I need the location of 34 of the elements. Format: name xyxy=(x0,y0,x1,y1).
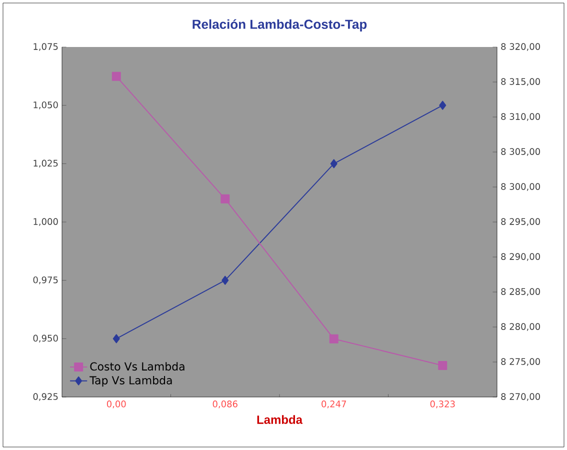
y-tick-label: 0,950 xyxy=(33,334,58,343)
point xyxy=(112,72,121,81)
x-tick-label: 0,086 xyxy=(212,400,238,408)
y2-tick-label: 8 280,00 xyxy=(501,323,540,331)
point xyxy=(438,361,448,370)
y2-tick-label: 8 295,00 xyxy=(501,218,540,226)
y-tick-label: 1,075 xyxy=(34,43,58,51)
y2-tick-label: 8 315,00 xyxy=(501,78,540,86)
y2-tick-label: 8 275,00 xyxy=(501,358,540,366)
y-tick-label: 1,000 xyxy=(34,218,58,226)
x-tick-label: 0,323 xyxy=(430,400,455,408)
y2-tick-label: 8 285,00 xyxy=(501,288,540,296)
point xyxy=(220,194,230,204)
point xyxy=(439,100,446,110)
y2-tick-label: 8 300,00 xyxy=(501,183,540,191)
y2-tick-label: 8 305,00 xyxy=(501,148,540,156)
x-tick-label: 0,247 xyxy=(322,400,346,408)
y-tick-label: 0,925 xyxy=(33,393,58,401)
x-axis-title: Lambda xyxy=(257,415,303,424)
y2-tick-label: 8 310,00 xyxy=(501,113,540,121)
legend-label: Costo Vs Lambda xyxy=(90,362,184,371)
chart-title: Relación Lambda-Costo-Tap xyxy=(192,19,367,32)
point xyxy=(329,334,338,344)
point xyxy=(222,276,229,285)
y-tick-label: 1,050 xyxy=(34,101,58,110)
y2-tick-label: 8 320,00 xyxy=(501,43,540,51)
point xyxy=(330,159,338,168)
y-tick-label: 1,025 xyxy=(34,160,58,168)
legend-label: Tap Vs Lambda xyxy=(90,376,172,387)
point xyxy=(112,334,120,344)
x-tick-label: 0,00 xyxy=(106,400,126,408)
y2-tick-label: 8 290,00 xyxy=(501,253,540,261)
y-tick-label: 0,975 xyxy=(33,276,58,284)
y2-tick-label: 8 270,00 xyxy=(501,393,540,401)
